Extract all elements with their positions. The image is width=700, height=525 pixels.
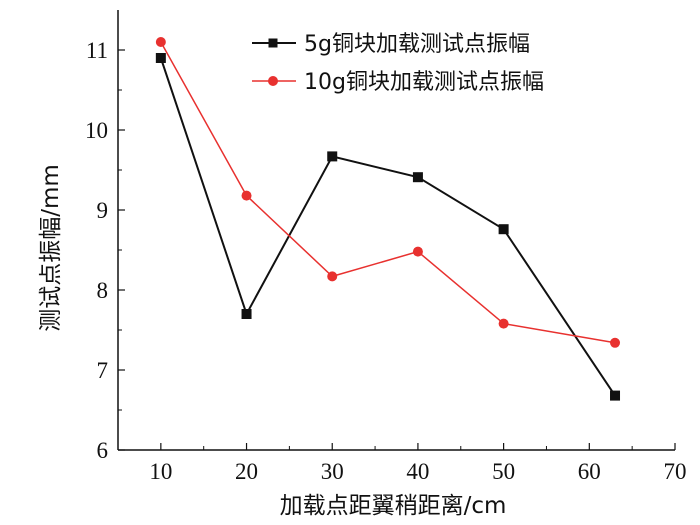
y-tick-label: 8: [97, 278, 109, 303]
series-line: [160, 41, 616, 344]
data-point: [498, 318, 509, 329]
y-tick-label: 10: [85, 118, 108, 143]
y-tick-label: 9: [97, 198, 109, 223]
legend-label-series-2: 10g铜块加载测试点振幅: [304, 70, 544, 95]
x-tick-label: 40: [406, 459, 429, 484]
x-axis-ticks: 10 20 30 40 50 60 70: [149, 443, 687, 484]
data-point: [241, 309, 252, 319]
data-point: [155, 37, 166, 47]
series-1: [155, 53, 621, 401]
data-point: [241, 190, 252, 201]
data-point: [327, 271, 338, 282]
y-tick-label: 7: [97, 358, 109, 383]
legend-label-series-1: 5g铜块加载测试点振幅: [304, 32, 530, 57]
series-layer: [155, 37, 621, 401]
series-2: [155, 37, 621, 348]
data-point: [610, 337, 621, 348]
axes: [117, 10, 675, 451]
y-axis-ticks: 6 7 8 9 10 11: [85, 38, 125, 463]
data-point: [498, 224, 509, 235]
legend-marker-series-1: [268, 38, 278, 48]
y-tick-label: 6: [97, 438, 109, 463]
x-axis-title: 加载点距翼稍距离/cm: [280, 493, 507, 519]
data-point: [610, 390, 621, 401]
x-tick-label: 50: [492, 459, 515, 484]
series-line: [159, 57, 616, 397]
x-tick-label: 30: [321, 459, 344, 484]
y-axis-title: 测试点振幅/mm: [38, 164, 64, 332]
data-point: [412, 246, 423, 257]
y-tick-label: 11: [86, 38, 108, 63]
x-tick-label: 20: [235, 459, 258, 484]
data-point: [155, 53, 166, 63]
data-point: [412, 172, 423, 183]
x-tick-label: 70: [664, 459, 687, 484]
x-tick-label: 10: [149, 459, 172, 484]
legend: 5g铜块加载测试点振幅 10g铜块加载测试点振幅: [252, 32, 544, 95]
x-tick-label: 60: [578, 459, 601, 484]
legend-marker-series-2: [268, 76, 278, 86]
data-point: [327, 151, 338, 162]
